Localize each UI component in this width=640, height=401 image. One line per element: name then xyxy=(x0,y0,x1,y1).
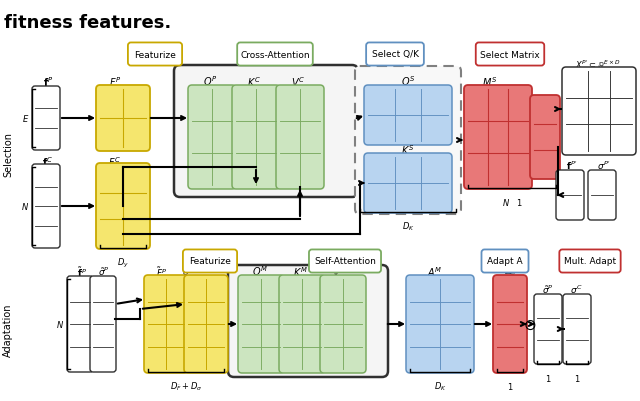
FancyBboxPatch shape xyxy=(237,43,313,67)
FancyBboxPatch shape xyxy=(276,86,324,190)
Text: Adaptation: Adaptation xyxy=(3,302,13,356)
Text: $\mathbf{f}^C$: $\mathbf{f}^C$ xyxy=(42,155,54,168)
Text: $A^M$: $A^M$ xyxy=(428,264,443,278)
Text: $F^P$: $F^P$ xyxy=(109,75,121,89)
Text: $\odot$: $\odot$ xyxy=(524,317,537,332)
FancyBboxPatch shape xyxy=(556,170,584,221)
Text: $1$: $1$ xyxy=(507,380,513,391)
Text: Featurize: Featurize xyxy=(134,51,176,59)
Text: $D_y$: $D_y$ xyxy=(117,256,129,269)
Text: $Q^S$: $Q^S$ xyxy=(401,75,415,89)
Text: $\mathbf{f}^{P'}$: $\mathbf{f}^{P'}$ xyxy=(566,160,578,172)
FancyBboxPatch shape xyxy=(238,275,284,373)
Text: $D_K$: $D_K$ xyxy=(402,221,414,233)
Text: Featurize: Featurize xyxy=(189,257,231,266)
Text: $V^C$: $V^C$ xyxy=(291,75,305,89)
Text: $N \quad 1$: $N \quad 1$ xyxy=(502,196,522,207)
Text: Self-Attention: Self-Attention xyxy=(314,257,376,266)
Text: $\tilde{\mathbf{f}}^P$: $\tilde{\mathbf{f}}^P$ xyxy=(77,264,87,278)
FancyBboxPatch shape xyxy=(128,43,182,67)
Text: $Q^P$: $Q^P$ xyxy=(203,75,217,89)
Text: $1$: $1$ xyxy=(573,372,580,383)
FancyBboxPatch shape xyxy=(355,67,461,215)
Text: $F^C$: $F^C$ xyxy=(108,155,122,168)
FancyBboxPatch shape xyxy=(67,276,93,372)
FancyBboxPatch shape xyxy=(476,43,544,67)
Text: $\tilde{\sigma}^P$: $\tilde{\sigma}^P$ xyxy=(542,283,554,296)
Text: Select Q/K: Select Q/K xyxy=(371,51,419,59)
Text: $K^M$: $K^M$ xyxy=(292,264,307,278)
Text: $\sigma^C$: $\sigma^C$ xyxy=(570,283,582,296)
FancyBboxPatch shape xyxy=(366,43,424,67)
FancyBboxPatch shape xyxy=(588,170,616,221)
Text: $\tilde{F}^P$: $\tilde{F}^P$ xyxy=(156,264,168,278)
FancyBboxPatch shape xyxy=(320,275,366,373)
FancyBboxPatch shape xyxy=(188,86,236,190)
FancyBboxPatch shape xyxy=(493,275,527,373)
FancyBboxPatch shape xyxy=(562,68,636,156)
Text: Mult. Adapt: Mult. Adapt xyxy=(564,257,616,266)
FancyBboxPatch shape xyxy=(279,275,325,373)
FancyBboxPatch shape xyxy=(464,86,532,190)
FancyBboxPatch shape xyxy=(309,250,381,273)
Text: $\mathbf{f}^P$: $\mathbf{f}^P$ xyxy=(43,75,53,89)
FancyBboxPatch shape xyxy=(184,275,228,373)
Text: $M^S$: $M^S$ xyxy=(483,75,498,89)
FancyBboxPatch shape xyxy=(406,275,474,373)
Text: $\sigma^{P'}$: $\sigma^{P'}$ xyxy=(597,160,611,172)
FancyBboxPatch shape xyxy=(534,294,562,364)
FancyBboxPatch shape xyxy=(32,87,60,151)
FancyBboxPatch shape xyxy=(481,250,529,273)
FancyBboxPatch shape xyxy=(228,265,388,377)
Text: Adapt A: Adapt A xyxy=(487,257,523,266)
Text: fitness features.: fitness features. xyxy=(4,14,172,32)
Text: $E$: $E$ xyxy=(22,113,29,124)
Text: Select Matrix: Select Matrix xyxy=(480,51,540,59)
FancyBboxPatch shape xyxy=(32,164,60,248)
Text: $K^C$: $K^C$ xyxy=(247,75,261,89)
FancyBboxPatch shape xyxy=(364,86,452,146)
Text: $1$: $1$ xyxy=(545,372,551,383)
Text: $\Delta_e$: $\Delta_e$ xyxy=(504,265,516,277)
Text: $K^S$: $K^S$ xyxy=(401,143,415,156)
FancyBboxPatch shape xyxy=(144,275,188,373)
FancyBboxPatch shape xyxy=(530,96,560,180)
Text: $N$: $N$ xyxy=(21,201,29,212)
Text: $\tilde{\sigma}^P$: $\tilde{\sigma}^P$ xyxy=(98,265,110,277)
FancyBboxPatch shape xyxy=(563,294,591,364)
Text: $V^M$: $V^M$ xyxy=(332,264,348,278)
FancyBboxPatch shape xyxy=(96,164,150,249)
FancyBboxPatch shape xyxy=(559,250,621,273)
FancyBboxPatch shape xyxy=(232,86,280,190)
Text: $D_K$: $D_K$ xyxy=(434,380,446,393)
FancyBboxPatch shape xyxy=(90,276,116,372)
Text: $Q^M$: $Q^M$ xyxy=(252,264,268,279)
FancyBboxPatch shape xyxy=(364,154,452,213)
Text: Cross-Attention: Cross-Attention xyxy=(240,51,310,59)
FancyBboxPatch shape xyxy=(174,66,358,198)
Text: $N$: $N$ xyxy=(56,319,64,330)
Text: $X^{P'}\subseteq\mathbb{R}^{E\times D}$: $X^{P'}\subseteq\mathbb{R}^{E\times D}$ xyxy=(575,59,621,71)
FancyBboxPatch shape xyxy=(183,250,237,273)
Text: $D_{\tilde{F}}+D_\sigma$: $D_{\tilde{F}}+D_\sigma$ xyxy=(170,380,202,393)
FancyBboxPatch shape xyxy=(96,86,150,152)
Text: $\hat{\sigma}^P$: $\hat{\sigma}^P$ xyxy=(182,265,194,277)
Text: Selection: Selection xyxy=(3,132,13,177)
